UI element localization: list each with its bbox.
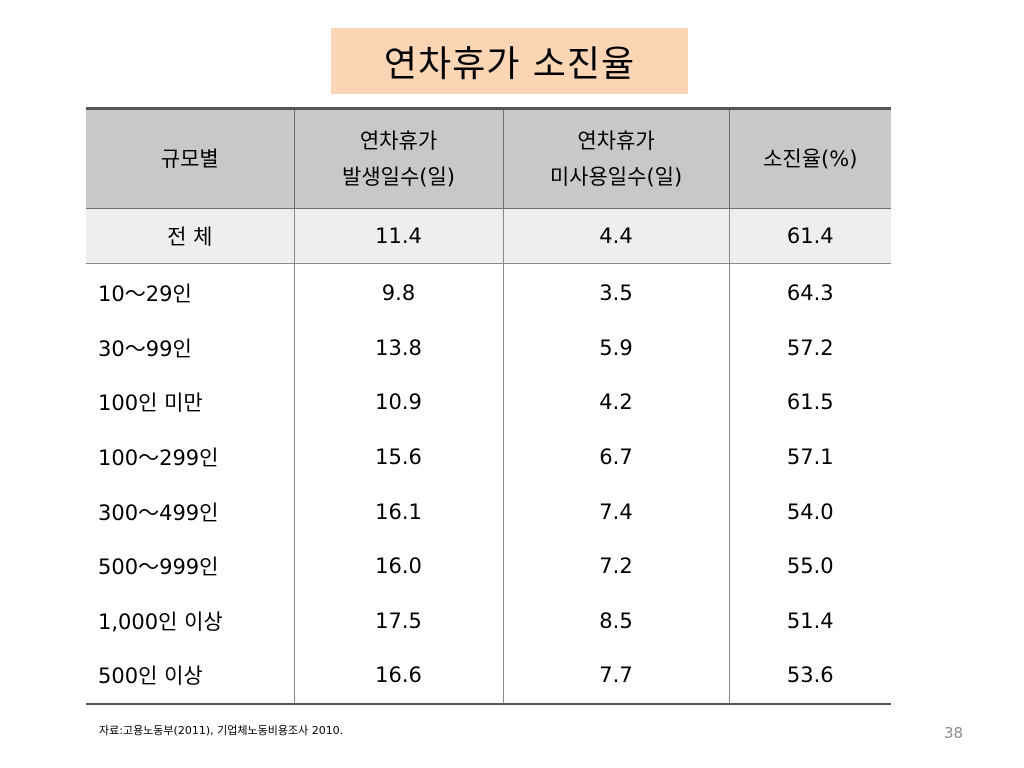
table-row: 30～99인 13.8 5.9 57.2 bbox=[86, 320, 891, 376]
cell-unused-days: 8.5 bbox=[502, 593, 729, 649]
page-number: 38 bbox=[944, 724, 964, 742]
row-label: 전 체 bbox=[86, 208, 294, 264]
header-text: 미사용일수(일) bbox=[549, 165, 683, 189]
header-text: 연차휴가 bbox=[577, 129, 655, 153]
row-label: 500～999인 bbox=[98, 555, 219, 580]
row-label: 1,000인 이상 bbox=[98, 609, 223, 634]
header-size-category: 규모별 bbox=[86, 108, 294, 209]
cell-usage-rate: 57.1 bbox=[728, 429, 891, 485]
cell-unused-days: 3.5 bbox=[502, 263, 729, 321]
row-label: 100～299인 bbox=[98, 446, 219, 471]
row-label: 30～99인 bbox=[98, 336, 192, 361]
slide-title: 연차휴가 소진율 bbox=[331, 28, 688, 94]
cell-granted-days: 11.4 bbox=[293, 208, 503, 264]
cell-unused-days: 7.4 bbox=[502, 484, 729, 539]
cell-usage-rate: 57.2 bbox=[728, 320, 891, 376]
header-text: 연차휴가 bbox=[359, 129, 438, 153]
cell-usage-rate: 55.0 bbox=[728, 538, 891, 594]
row-label: 300～499인 bbox=[98, 500, 219, 525]
table-row: 100～299인 15.6 6.7 57.1 bbox=[86, 429, 891, 485]
row-label: 100인 미만 bbox=[98, 391, 203, 416]
row-label: 10～29인 bbox=[98, 282, 192, 307]
cell-granted-days: 16.1 bbox=[293, 484, 503, 539]
cell-usage-rate: 61.5 bbox=[728, 375, 891, 430]
header-leave-unused-days: 연차휴가 미사용일수(일) bbox=[502, 108, 729, 209]
cell-usage-rate: 64.3 bbox=[728, 263, 891, 321]
table-row: 100인 미만 10.9 4.2 61.5 bbox=[86, 375, 891, 430]
cell-granted-days: 16.0 bbox=[293, 538, 503, 594]
cell-granted-days: 9.8 bbox=[293, 263, 503, 321]
cell-granted-days: 16.6 bbox=[293, 648, 503, 704]
cell-usage-rate: 51.4 bbox=[728, 593, 891, 649]
row-label: 500인 이상 bbox=[98, 664, 203, 689]
table-row-total: 전 체 11.4 4.4 61.4 bbox=[86, 208, 891, 264]
table-header-row: 규모별 연차휴가 발생일수(일) 연차휴가 미사용일수(일) 소진율(%) bbox=[86, 108, 891, 209]
table-row: 500인 이상 16.6 7.7 53.6 bbox=[86, 648, 891, 704]
cell-usage-rate: 54.0 bbox=[728, 484, 891, 539]
cell-usage-rate: 53.6 bbox=[728, 648, 891, 704]
header-text: 규모별 bbox=[160, 147, 219, 171]
annual-leave-table: 규모별 연차휴가 발생일수(일) 연차휴가 미사용일수(일) 소진율(%) 전 … bbox=[86, 107, 891, 705]
header-leave-granted-days: 연차휴가 발생일수(일) bbox=[293, 108, 503, 209]
cell-granted-days: 17.5 bbox=[293, 593, 503, 649]
cell-unused-days: 4.2 bbox=[502, 375, 729, 430]
cell-unused-days: 5.9 bbox=[502, 320, 729, 376]
cell-unused-days: 7.2 bbox=[502, 538, 729, 594]
table-row: 500～999인 16.0 7.2 55.0 bbox=[86, 538, 891, 594]
cell-unused-days: 6.7 bbox=[502, 429, 729, 485]
table-container: 규모별 연차휴가 발생일수(일) 연차휴가 미사용일수(일) 소진율(%) 전 … bbox=[86, 107, 891, 705]
table-row: 1,000인 이상 17.5 8.5 51.4 bbox=[86, 593, 891, 649]
cell-granted-days: 10.9 bbox=[293, 375, 503, 430]
header-text: 발생일수(일) bbox=[342, 165, 455, 189]
cell-unused-days: 7.7 bbox=[502, 648, 729, 704]
header-usage-rate: 소진율(%) bbox=[728, 108, 891, 209]
cell-granted-days: 15.6 bbox=[293, 429, 503, 485]
cell-granted-days: 13.8 bbox=[293, 320, 503, 376]
cell-usage-rate: 61.4 bbox=[728, 208, 891, 264]
cell-unused-days: 4.4 bbox=[502, 208, 729, 264]
header-text: 소진율(%) bbox=[763, 147, 858, 171]
table-row: 300～499인 16.1 7.4 54.0 bbox=[86, 484, 891, 539]
table-row: 10～29인 9.8 3.5 64.3 bbox=[86, 263, 891, 321]
source-note: 자료:고용노동부(2011), 기업체노동비용조사 2010. bbox=[99, 724, 344, 737]
